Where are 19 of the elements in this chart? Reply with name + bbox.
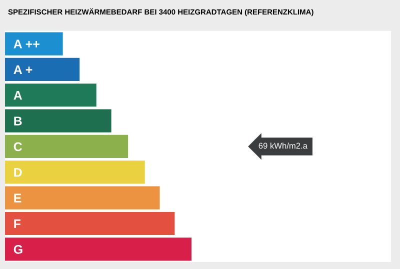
- bar: [5, 58, 80, 81]
- bar: [5, 134, 128, 158]
- bar: [5, 238, 192, 261]
- bar: [5, 212, 175, 236]
- y-tick-label: C: [14, 142, 22, 152]
- y-tick-label: A: [14, 91, 22, 100]
- bar: [5, 109, 112, 132]
- y-tick-label: E: [14, 194, 22, 202]
- bar: [5, 186, 160, 210]
- y-tick-label: F: [14, 219, 21, 228]
- y-tick-label: G: [14, 244, 22, 254]
- y-tick-label: B: [14, 116, 22, 126]
- y-tick-label: D: [14, 168, 22, 177]
- bar: [5, 84, 96, 107]
- bar: [5, 160, 145, 184]
- y-tick-label: A +: [14, 65, 32, 74]
- bar: [5, 32, 63, 56]
- y-tick-label: A ++: [14, 40, 40, 48]
- text: 69 kWh/m2.a: [258, 142, 308, 149]
